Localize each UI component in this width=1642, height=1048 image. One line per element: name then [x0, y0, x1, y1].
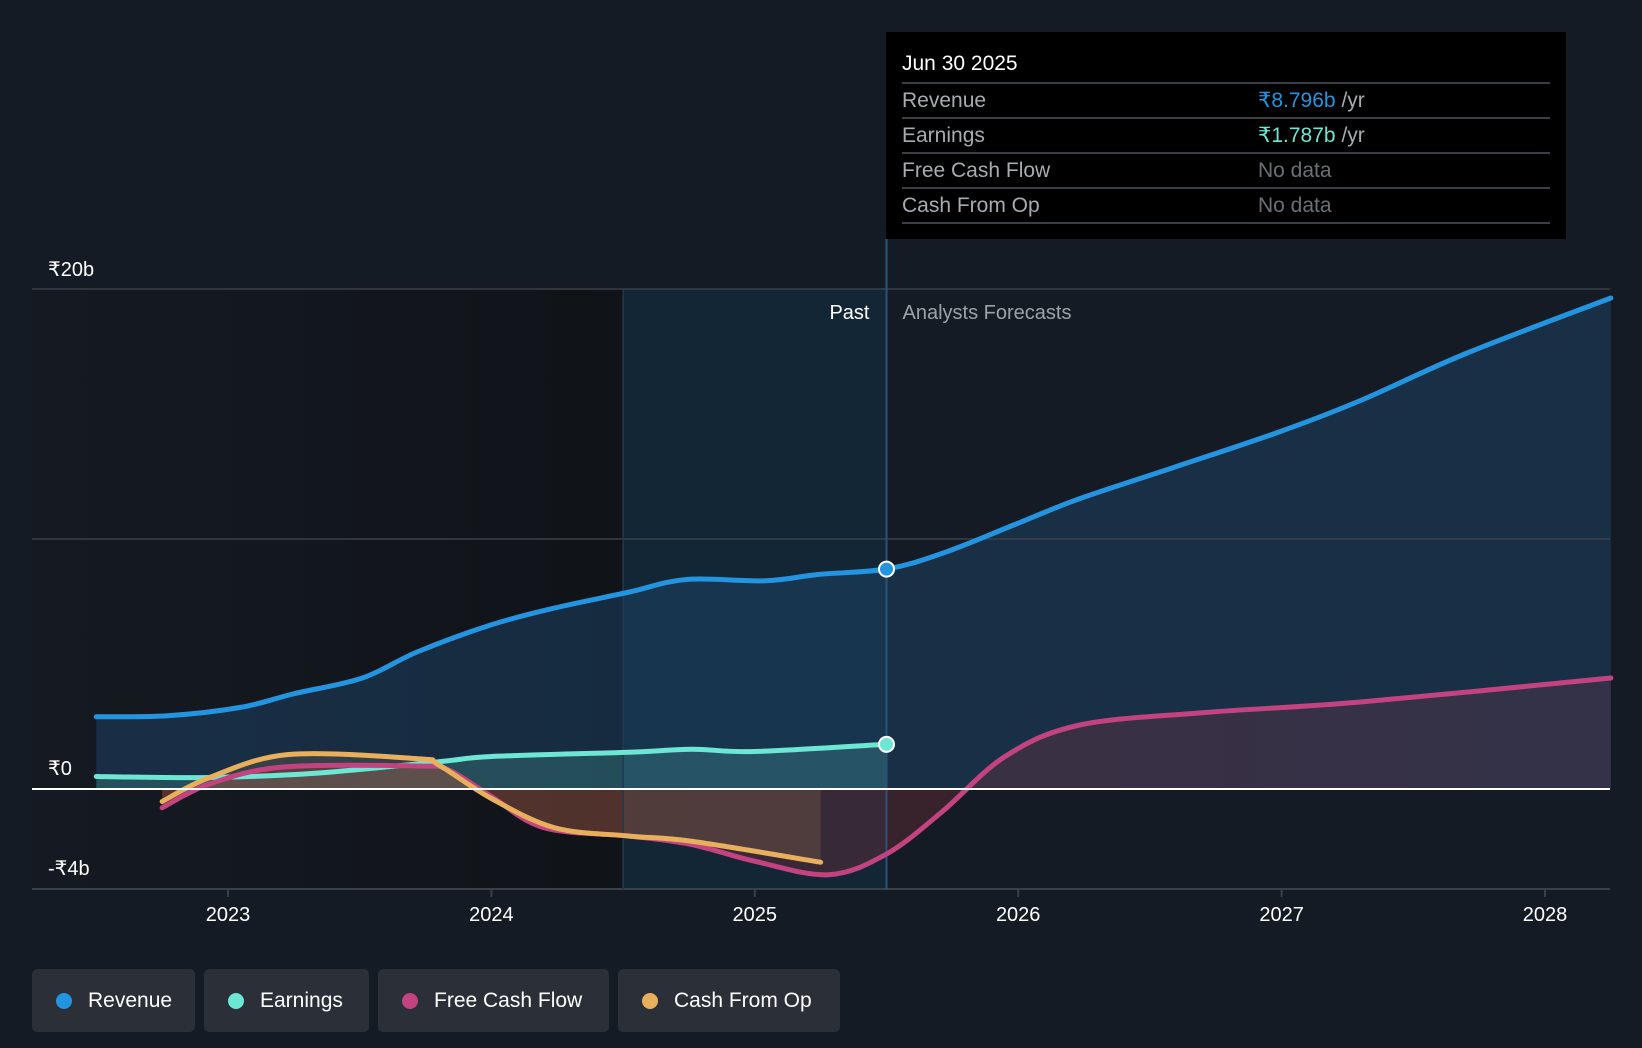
- tooltip-label: Revenue: [902, 89, 987, 112]
- tooltip-value: ₹1.787b: [1258, 124, 1336, 147]
- x-tick-label: 2028: [1523, 904, 1568, 926]
- x-tick-label: 2025: [733, 904, 778, 926]
- x-tick-label: 2024: [469, 904, 514, 926]
- tooltip-value: ₹8.796b: [1258, 89, 1336, 112]
- earnings-marker: [878, 735, 895, 753]
- tooltip-value: No data: [1258, 159, 1332, 182]
- revenue-line: [93, 295, 1614, 720]
- tooltip-row-cfo: Cash From Op No data: [902, 187, 1550, 224]
- legend-earnings[interactable]: Earnings: [204, 969, 369, 1032]
- revenue-marker: [878, 560, 895, 578]
- tooltip-unit: /yr: [1341, 124, 1365, 147]
- legend-label: Earnings: [260, 988, 343, 1012]
- tooltip-label: Free Cash Flow: [902, 159, 1051, 182]
- tooltip-value: No data: [1258, 194, 1332, 217]
- x-tick-label: 2026: [996, 904, 1041, 926]
- x-tick-label: 2027: [1259, 904, 1304, 926]
- tooltip-row-revenue: Revenue ₹8.796b /yr: [902, 82, 1550, 117]
- cash-from-op-area: [162, 753, 821, 863]
- revenue-area: [96, 298, 1611, 789]
- earnings-dot-icon: [228, 992, 244, 1009]
- forecast-label: Analysts Forecasts: [903, 302, 1072, 324]
- tooltip-date: Jun 30 2025: [902, 52, 1018, 75]
- y-tick-label: ₹0: [48, 758, 72, 780]
- fcf-dot-icon: [402, 992, 418, 1009]
- legend-label: Cash From Op: [674, 988, 812, 1012]
- y-tick-label: -₹4b: [48, 858, 90, 880]
- legend-free-cash-flow[interactable]: Free Cash Flow: [378, 969, 609, 1032]
- legend-revenue[interactable]: Revenue: [32, 969, 195, 1032]
- tooltip: Jun 30 2025 Revenue ₹8.796b /yr Earnings…: [886, 32, 1566, 239]
- y-tick-label: ₹20b: [48, 259, 94, 281]
- past-label: Past: [829, 302, 869, 324]
- tooltip-row-fcf: Free Cash Flow No data: [902, 152, 1550, 187]
- legend-cash-from-op[interactable]: Cash From Op: [618, 969, 840, 1032]
- legend-label: Revenue: [88, 988, 173, 1012]
- cash-from-op-line: [159, 751, 824, 865]
- free-cash-flow-area: [162, 678, 1611, 875]
- tooltip-label: Cash From Op: [902, 194, 1040, 217]
- tooltip-label: Earnings: [902, 124, 985, 147]
- financial-chart: ₹20b ₹0 -₹4b 2023 2024 2025 2026 2027 2028 Past An…: [32, 239, 1614, 926]
- revenue-dot-icon: [56, 992, 72, 1009]
- x-tick-label: 2023: [206, 904, 251, 926]
- tooltip-unit: /yr: [1341, 89, 1365, 112]
- cfo-dot-icon: [642, 992, 658, 1009]
- legend-label: Free Cash Flow: [434, 988, 583, 1012]
- tooltip-row-earnings: Earnings ₹1.787b /yr: [902, 117, 1550, 152]
- free-cash-flow-line: [159, 675, 1614, 878]
